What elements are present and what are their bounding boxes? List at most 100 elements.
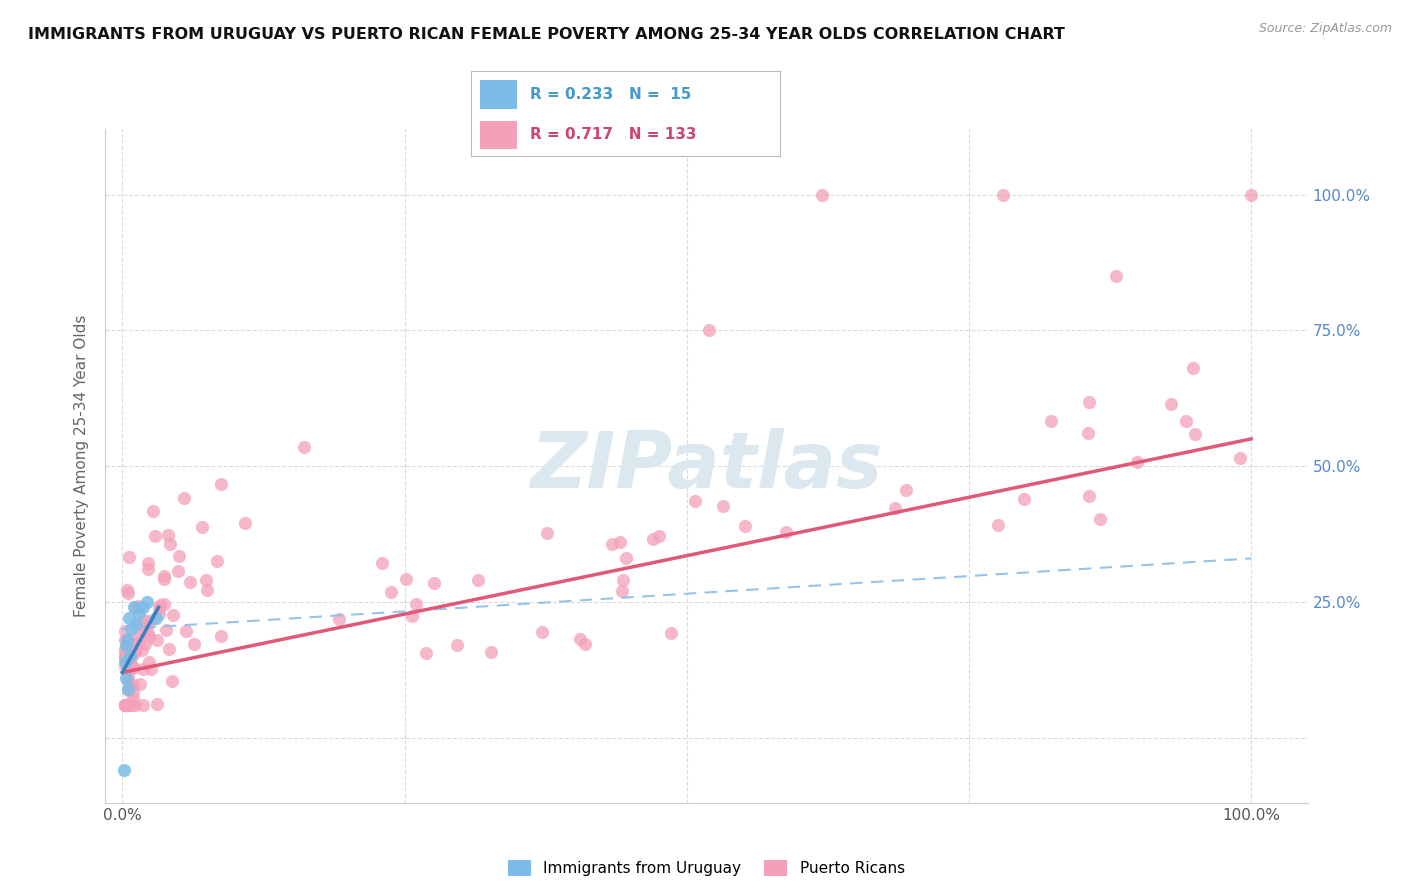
Point xyxy=(292,440,315,454)
Point xyxy=(117,683,139,698)
Point xyxy=(121,636,143,650)
Point xyxy=(1174,414,1197,428)
Point xyxy=(685,494,707,508)
Point xyxy=(569,632,592,646)
Point xyxy=(117,698,139,712)
Point xyxy=(112,763,135,777)
Point xyxy=(121,698,143,712)
Point xyxy=(884,500,907,515)
Point xyxy=(114,641,136,656)
Point xyxy=(118,639,141,653)
Point xyxy=(711,500,734,514)
Point xyxy=(117,550,139,565)
Point xyxy=(530,624,553,639)
Point xyxy=(128,676,150,690)
Point xyxy=(136,595,159,609)
Point xyxy=(117,670,139,684)
Point xyxy=(991,187,1014,202)
Point xyxy=(132,698,155,712)
Point xyxy=(1088,511,1111,525)
Point xyxy=(536,526,558,541)
Point xyxy=(118,676,141,690)
Point xyxy=(131,643,153,657)
Point xyxy=(120,678,142,692)
Point xyxy=(136,616,159,631)
Point xyxy=(114,649,136,664)
Point xyxy=(120,651,142,665)
Point xyxy=(167,565,190,579)
Point xyxy=(162,608,184,623)
Point xyxy=(1184,426,1206,441)
Point xyxy=(114,657,136,672)
Point xyxy=(1012,491,1035,506)
Point xyxy=(148,601,170,615)
Point xyxy=(122,678,145,692)
Point xyxy=(114,651,136,665)
Point xyxy=(114,624,136,639)
Point xyxy=(122,684,145,698)
Point xyxy=(479,645,502,659)
Point xyxy=(146,633,169,648)
Point xyxy=(115,634,138,648)
Legend: Immigrants from Uruguay, Puerto Ricans: Immigrants from Uruguay, Puerto Ricans xyxy=(509,860,904,876)
Point xyxy=(115,582,138,597)
Point xyxy=(143,529,166,543)
Point xyxy=(138,656,160,670)
Point xyxy=(1160,396,1182,410)
Point xyxy=(209,476,232,491)
Point xyxy=(145,611,167,625)
Point xyxy=(114,698,136,712)
Point xyxy=(125,641,148,656)
Point xyxy=(614,550,637,565)
Point xyxy=(124,600,146,615)
Point xyxy=(1181,361,1204,376)
Point xyxy=(159,537,181,551)
Point xyxy=(659,626,682,640)
Point xyxy=(132,623,155,637)
Point xyxy=(136,562,159,576)
Point xyxy=(124,645,146,659)
Point xyxy=(138,630,160,644)
Point xyxy=(118,611,141,625)
Point xyxy=(574,637,596,651)
Point xyxy=(734,519,756,533)
Point xyxy=(114,671,136,685)
Point xyxy=(1240,187,1263,202)
Point xyxy=(127,599,149,614)
Point xyxy=(160,674,183,689)
Point xyxy=(115,648,138,662)
Point xyxy=(142,504,165,518)
Point xyxy=(120,622,142,636)
Point xyxy=(233,516,256,531)
Point xyxy=(114,698,136,712)
Text: R = 0.717   N = 133: R = 0.717 N = 133 xyxy=(530,128,696,143)
Point xyxy=(405,597,427,611)
Point xyxy=(114,633,136,648)
Point xyxy=(139,614,162,628)
Point xyxy=(195,582,218,597)
Point xyxy=(394,572,416,586)
Point xyxy=(124,630,146,644)
Point xyxy=(125,616,148,631)
Point xyxy=(115,661,138,675)
Point xyxy=(122,660,145,674)
Point xyxy=(153,572,176,586)
Point xyxy=(148,598,170,612)
Point xyxy=(134,613,156,627)
Point xyxy=(153,597,176,611)
Point xyxy=(114,698,136,712)
Point xyxy=(114,698,136,712)
Point xyxy=(136,556,159,570)
Point xyxy=(612,573,634,587)
Point xyxy=(114,638,136,652)
Point xyxy=(114,645,136,659)
Point xyxy=(775,525,797,540)
Point xyxy=(647,529,669,543)
Point xyxy=(128,635,150,649)
Point xyxy=(610,584,633,599)
Point xyxy=(1077,425,1099,440)
Point xyxy=(134,637,156,651)
Point xyxy=(380,584,402,599)
Point xyxy=(155,623,177,637)
Point xyxy=(132,662,155,676)
